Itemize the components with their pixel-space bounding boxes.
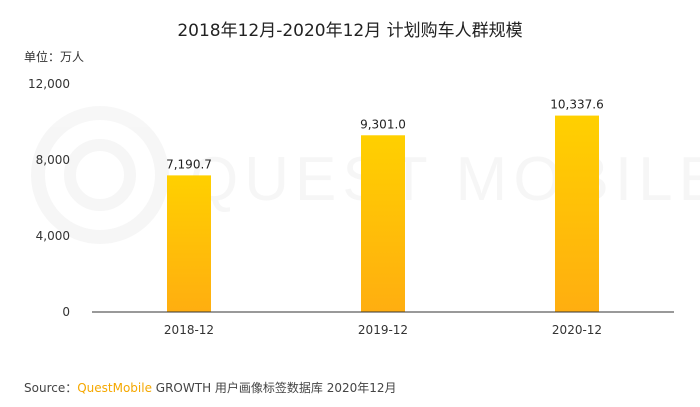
bars-group: 7,190.7 9,301.0 10,337.6 (166, 98, 604, 312)
watermark: QUEST MOBILE (31, 106, 700, 244)
bar-2018-12 (167, 175, 211, 312)
bar-value-label: 10,337.6 (550, 98, 603, 112)
watermark-text: QUEST MOBILE (190, 145, 700, 214)
bar-value-label: 7,190.7 (166, 157, 212, 171)
unit-label: 单位：万人 (24, 50, 85, 64)
source-growth: GROWTH (151, 381, 212, 395)
chart-title: 2018年12月-2020年12月 计划购车人群规模 (177, 21, 523, 41)
bar-value-label: 9,301.0 (360, 117, 406, 131)
y-tick-label: 4,000 (36, 229, 70, 243)
y-tick-label: 12,000 (28, 77, 70, 91)
y-axis: 0 4,000 8,000 12,000 (28, 77, 70, 319)
source-footer: Source：QuestMobile GROWTH 用户画像标签数据库 2020… (24, 379, 397, 396)
x-tick-label: 2020-12 (552, 323, 602, 337)
bar-2020-12 (555, 115, 599, 312)
source-brand: QuestMobile (77, 381, 152, 395)
bar-2019-12 (361, 135, 405, 312)
y-tick-label: 0 (62, 305, 70, 319)
y-tick-label: 8,000 (36, 153, 70, 167)
x-tick-label: 2018-12 (164, 323, 214, 337)
x-tick-label: 2019-12 (358, 323, 408, 337)
source-prefix: Source： (24, 381, 78, 395)
x-axis: 2018-12 2019-12 2020-12 (164, 323, 602, 337)
source-rest: 用户画像标签数据库 2020年12月 (211, 381, 397, 395)
